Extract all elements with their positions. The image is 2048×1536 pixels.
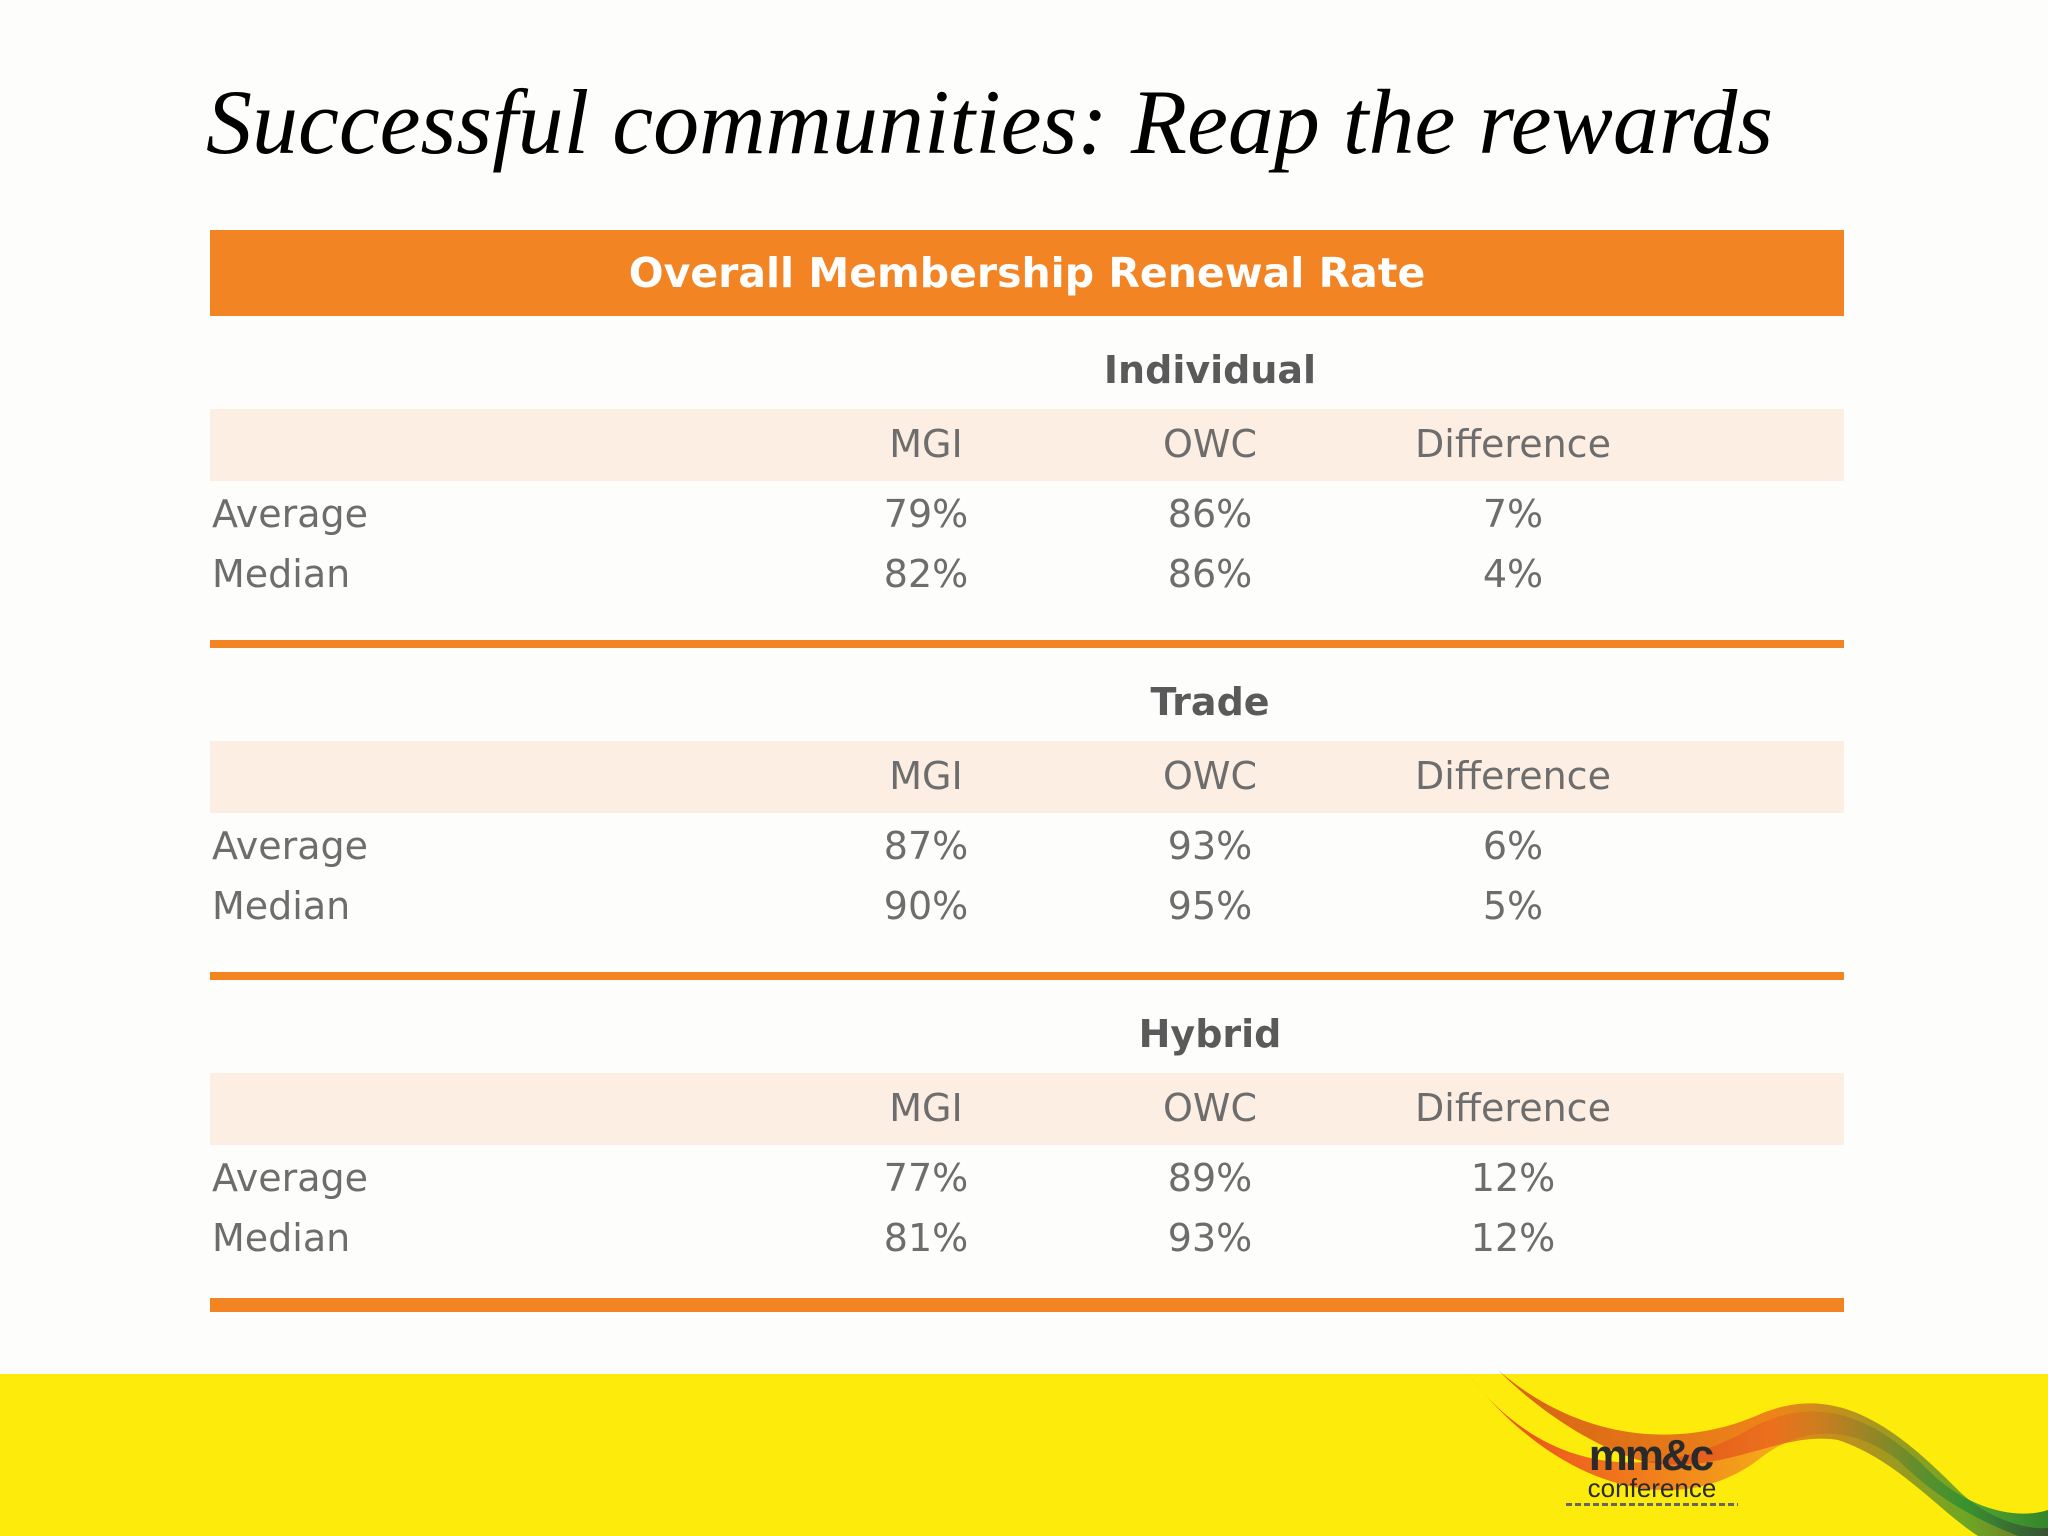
column-header-band bbox=[210, 741, 1844, 813]
cell-owc: 93% bbox=[1167, 824, 1253, 868]
renewal-rate-table: Overall Membership Renewal Rate Individu… bbox=[210, 230, 1844, 1312]
column-header-mgi: MGI bbox=[889, 422, 963, 466]
column-header-difference: Difference bbox=[1415, 422, 1611, 466]
cell-mgi: 82% bbox=[883, 552, 969, 596]
ribbon-graphic bbox=[1468, 1370, 2048, 1536]
column-header-mgi: MGI bbox=[889, 754, 963, 798]
row-label-median: Median bbox=[212, 1216, 351, 1260]
section-divider bbox=[210, 640, 1844, 648]
group-individual: Individual MGI OWC Difference Average 79… bbox=[210, 316, 1844, 648]
column-header-difference: Difference bbox=[1415, 754, 1611, 798]
group-trade: Trade MGI OWC Difference Average 87% 93%… bbox=[210, 648, 1844, 980]
group-label: Trade bbox=[1150, 680, 1270, 724]
conference-logo-subtitle: conference bbox=[1587, 1473, 1717, 1503]
cell-mgi: 77% bbox=[883, 1156, 969, 1200]
cell-difference: 6% bbox=[1482, 824, 1544, 868]
column-header-owc: OWC bbox=[1162, 422, 1258, 466]
cell-mgi: 90% bbox=[883, 884, 969, 928]
cell-owc: 89% bbox=[1167, 1156, 1253, 1200]
conference-logo: mm&c bbox=[1588, 1431, 1715, 1480]
row-label-median: Median bbox=[212, 884, 351, 928]
cell-mgi: 81% bbox=[883, 1216, 969, 1260]
cell-owc: 95% bbox=[1167, 884, 1253, 928]
cell-difference: 7% bbox=[1482, 492, 1544, 536]
group-label: Individual bbox=[1103, 348, 1317, 392]
section-divider bbox=[210, 972, 1844, 980]
cell-difference: 12% bbox=[1470, 1216, 1556, 1260]
row-label-average: Average bbox=[212, 824, 369, 868]
column-header-band bbox=[210, 1073, 1844, 1145]
column-header-mgi: MGI bbox=[889, 1086, 963, 1130]
cell-difference: 5% bbox=[1482, 884, 1544, 928]
cell-difference: 12% bbox=[1470, 1156, 1556, 1200]
column-header-band bbox=[210, 409, 1844, 481]
cell-owc: 93% bbox=[1167, 1216, 1253, 1260]
group-hybrid: Hybrid MGI OWC Difference Average 77% 89… bbox=[210, 980, 1844, 1312]
row-label-average: Average bbox=[212, 492, 369, 536]
slide-title: Successful communities: Reap the rewards bbox=[206, 71, 1774, 173]
row-label-median: Median bbox=[212, 552, 351, 596]
table-header: Overall Membership Renewal Rate bbox=[210, 230, 1844, 316]
column-header-owc: OWC bbox=[1162, 1086, 1258, 1130]
logo-tagline-decoration bbox=[1566, 1503, 1738, 1506]
section-divider bbox=[210, 1298, 1844, 1312]
column-header-owc: OWC bbox=[1162, 754, 1258, 798]
cell-owc: 86% bbox=[1167, 552, 1253, 596]
group-label: Hybrid bbox=[1138, 1012, 1282, 1056]
cell-owc: 86% bbox=[1167, 492, 1253, 536]
column-header-difference: Difference bbox=[1415, 1086, 1611, 1130]
cell-mgi: 79% bbox=[883, 492, 969, 536]
cell-mgi: 87% bbox=[883, 824, 969, 868]
row-label-average: Average bbox=[212, 1156, 369, 1200]
cell-difference: 4% bbox=[1482, 552, 1544, 596]
